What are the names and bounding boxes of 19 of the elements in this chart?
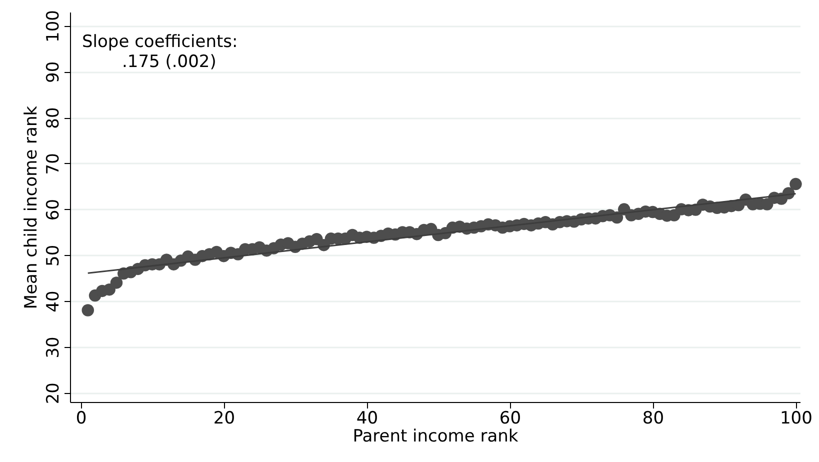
- x-tick-label: 100: [780, 408, 812, 428]
- x-tick-label: 40: [356, 408, 378, 428]
- x-tick-label: 60: [499, 408, 522, 428]
- y-tick-label: 50: [44, 244, 64, 266]
- y-tick-label: 20: [44, 382, 64, 404]
- y-tick-label: 100: [44, 10, 64, 42]
- y-axis-title: Mean child income rank: [22, 106, 42, 310]
- x-tick-label: 0: [76, 408, 87, 428]
- annotation: .175 (.002): [122, 52, 216, 72]
- y-tick-label: 90: [44, 61, 64, 83]
- x-axis-title: Parent income rank: [352, 426, 518, 446]
- y-tick-label: 70: [44, 153, 64, 175]
- x-tick-label: 20: [213, 408, 236, 428]
- y-tick-label: 40: [44, 290, 64, 312]
- y-tick-label: 60: [44, 198, 64, 221]
- x-tick-label: 80: [642, 408, 664, 428]
- y-tick-label: 80: [44, 107, 64, 129]
- annotation: Slope coefficients:: [82, 32, 238, 52]
- y-tick-label: 30: [44, 336, 64, 358]
